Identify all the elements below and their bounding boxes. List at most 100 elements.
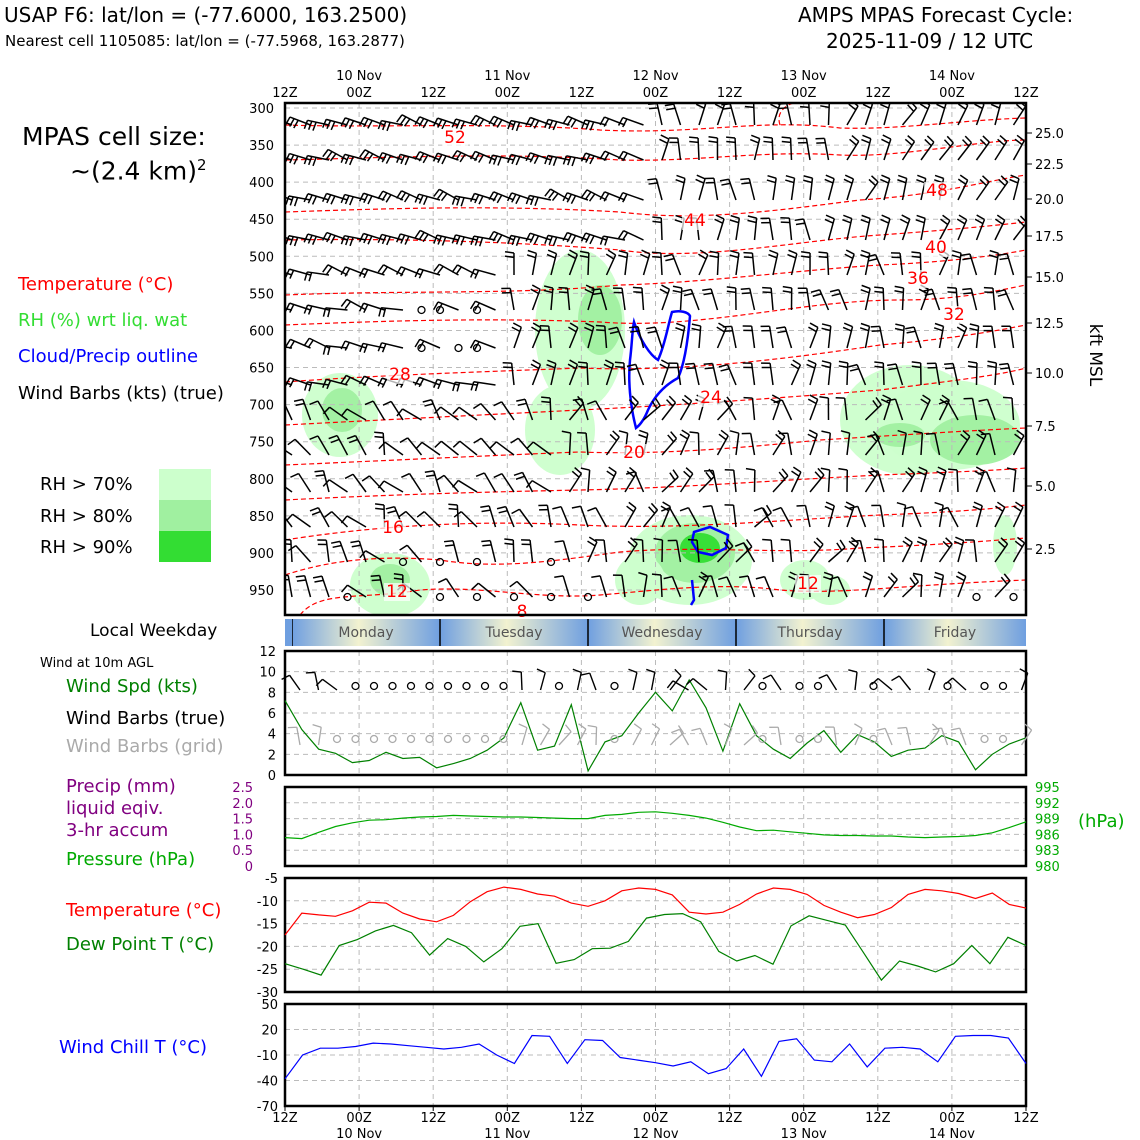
- wind-barb-feather: [511, 121, 516, 131]
- wind-ytick: 0: [268, 769, 276, 784]
- wind-barb-feather: [824, 218, 834, 224]
- temp-ytick: -15: [257, 918, 278, 933]
- wind-barb-feather: [683, 394, 692, 402]
- wind-barb-staff: [894, 398, 904, 421]
- wind-barb-feather: [751, 134, 760, 140]
- wind-barb-staff: [297, 473, 312, 493]
- wind-barb-staff: [347, 584, 367, 598]
- temp-label-bg: [509, 603, 535, 621]
- wind-barb-staff: [632, 728, 643, 746]
- wind-barb-feather: [782, 290, 792, 294]
- wind-barb-staff: [495, 441, 515, 456]
- wind-barb-feather: [605, 253, 615, 260]
- wind-barb-feather: [378, 441, 386, 450]
- wind-barb-staff: [589, 672, 597, 691]
- wind-barb-feather: [810, 289, 820, 293]
- temperature-contour: [285, 284, 1026, 326]
- wind-barb-feather: [493, 472, 503, 479]
- wind-barb-feather: [515, 122, 521, 132]
- wind-barb-feather: [571, 505, 581, 509]
- wind-barb-feather: [414, 230, 421, 239]
- wind-barb-feather: [496, 194, 503, 204]
- wind-barb-staff: [751, 398, 756, 421]
- wind-barb-feather: [312, 121, 317, 131]
- wind-barb-feather: [997, 540, 1006, 549]
- wind-barb-feather: [492, 117, 499, 127]
- wind-barb-staff: [580, 398, 589, 421]
- wind-barb-staff: [946, 400, 959, 421]
- wind-barb-feather: [942, 540, 951, 549]
- top-date-label: 12 Nov: [632, 69, 678, 84]
- wind-barb-feather: [578, 723, 587, 730]
- wind-barb-feather: [285, 302, 291, 312]
- wind-barb-staff: [669, 732, 684, 746]
- wind-barb-staff: [843, 398, 848, 421]
- wind-barb-staff: [285, 121, 293, 126]
- wind-barb-feather: [1006, 467, 1016, 471]
- wind-barb-feather: [897, 726, 907, 729]
- wind-barb-feather: [807, 433, 817, 440]
- wind-barb-feather: [340, 154, 346, 163]
- wind-barb-feather: [660, 359, 670, 365]
- wind-barb-staff: [457, 479, 478, 493]
- wind-barb-staff: [991, 326, 996, 349]
- wind-barb-feather: [799, 105, 810, 109]
- wind-barb-staff: [786, 103, 793, 126]
- wind-barb-feather: [881, 214, 891, 220]
- wind-barb-feather: [651, 723, 660, 730]
- wind-barb-feather: [330, 121, 336, 131]
- wind-barb-feather: [289, 154, 295, 164]
- wind-barb-feather: [663, 575, 673, 580]
- wind-barb-feather: [982, 175, 990, 183]
- wind-barb-feather: [562, 155, 568, 165]
- wind-barb-feather: [436, 474, 445, 481]
- wind-barb-feather: [895, 323, 905, 327]
- windchill-ytick: -10: [257, 1049, 278, 1064]
- wind-barb-feather: [785, 174, 795, 179]
- calm-circle: [417, 305, 426, 315]
- wind-barb-feather: [326, 151, 333, 160]
- wind-barb-feather: [824, 505, 834, 511]
- wind-barb-staff: [1006, 253, 1015, 276]
- wind-barb-feather: [952, 249, 962, 254]
- wind-barb-feather: [496, 119, 503, 128]
- wind-barb-staff: [675, 540, 682, 563]
- wind-barb-staff: [905, 727, 912, 746]
- wind-barb-feather: [377, 342, 383, 352]
- wind-barb-feather: [481, 539, 491, 543]
- legend-precip-3: 3-hr accum: [66, 820, 169, 841]
- wind-barb-feather: [474, 236, 479, 246]
- wind-barb-feather: [312, 157, 317, 167]
- wind-barb-feather: [999, 362, 1009, 366]
- wind-barb-staff: [780, 507, 793, 528]
- wind-barb-feather: [899, 218, 909, 225]
- wind-barb-feather: [378, 307, 382, 317]
- wind-barb-feather: [326, 380, 332, 390]
- wind-barb-feather: [596, 329, 606, 332]
- wind-barb-feather: [633, 538, 643, 541]
- wind-barb-feather: [998, 253, 1008, 256]
- wind-barb-staff: [763, 576, 774, 598]
- wind-barb-feather: [562, 192, 568, 202]
- wind-barb-feather: [854, 723, 863, 730]
- wind-barb-feather: [393, 577, 403, 581]
- wind-barb-feather: [622, 118, 628, 128]
- wind-barb-feather: [330, 540, 341, 544]
- wind-barb-staff: [510, 363, 515, 386]
- wind-barb-feather: [469, 193, 476, 202]
- wind-barb-feather: [585, 120, 591, 130]
- wind-barb-feather: [386, 236, 391, 246]
- wind-barb-feather: [350, 540, 360, 544]
- wind-barb-feather: [907, 135, 915, 143]
- wind-barb-feather: [617, 151, 624, 160]
- wind-barb-feather: [569, 249, 578, 256]
- wind-barb-feather: [552, 157, 558, 167]
- wind-barb-feather: [453, 511, 462, 518]
- wind-barb-feather: [572, 398, 582, 401]
- wind-barb-feather: [344, 118, 351, 128]
- wind-barb-feather: [493, 401, 503, 407]
- nearest-cell-line: Nearest cell 1105085: lat/lon = (-77.596…: [5, 32, 405, 50]
- wind-barb-feather: [887, 576, 896, 584]
- wind-barb-feather: [821, 360, 831, 364]
- wind-barb-feather: [578, 365, 588, 369]
